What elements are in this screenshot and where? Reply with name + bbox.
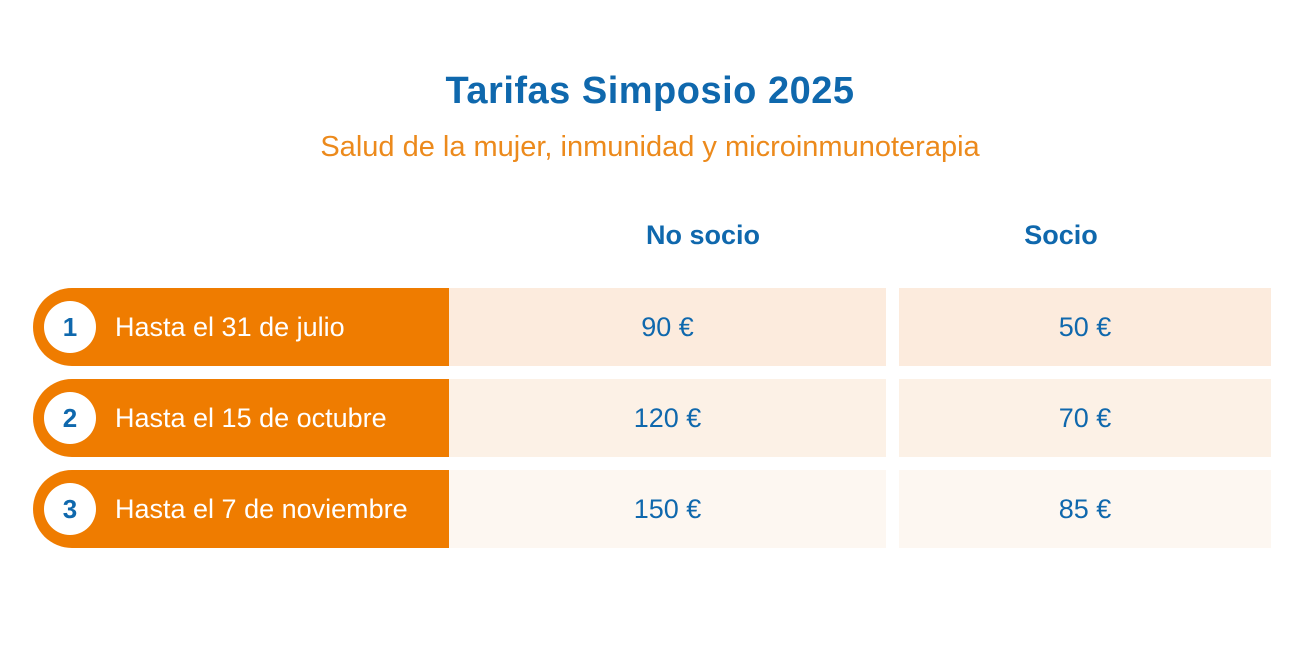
- price-socio: 85 €: [899, 470, 1271, 548]
- price-socio: 50 €: [899, 288, 1271, 366]
- table-row: 2 Hasta el 15 de octubre 120 € 70 €: [33, 379, 1271, 457]
- row-label-pill: 3 Hasta el 7 de noviembre: [33, 470, 449, 548]
- row-number-badge: 3: [44, 483, 96, 535]
- price-socio: 70 €: [899, 379, 1271, 457]
- page-title: Tarifas Simposio 2025: [445, 70, 855, 112]
- table-row: 1 Hasta el 31 de julio 90 € 50 €: [33, 288, 1271, 366]
- column-header-no-socio: No socio: [645, 220, 760, 250]
- row-label: Hasta el 7 de noviembre: [115, 494, 408, 524]
- row-label: Hasta el 15 de octubre: [115, 403, 387, 433]
- row-label-pill: 2 Hasta el 15 de octubre: [33, 379, 449, 457]
- price-no-socio: 90 €: [449, 288, 886, 366]
- page-subtitle: Salud de la mujer, inmunidad y microinmu…: [320, 131, 980, 163]
- row-number-badge: 2: [44, 392, 96, 444]
- price-no-socio: 120 €: [449, 379, 886, 457]
- table-row: 3 Hasta el 7 de noviembre 150 € 85 €: [33, 470, 1271, 548]
- row-label-pill: 1 Hasta el 31 de julio: [33, 288, 449, 366]
- row-label: Hasta el 31 de julio: [115, 312, 345, 342]
- row-number-badge: 1: [44, 301, 96, 353]
- column-header-socio: Socio: [1024, 220, 1098, 250]
- price-no-socio: 150 €: [449, 470, 886, 548]
